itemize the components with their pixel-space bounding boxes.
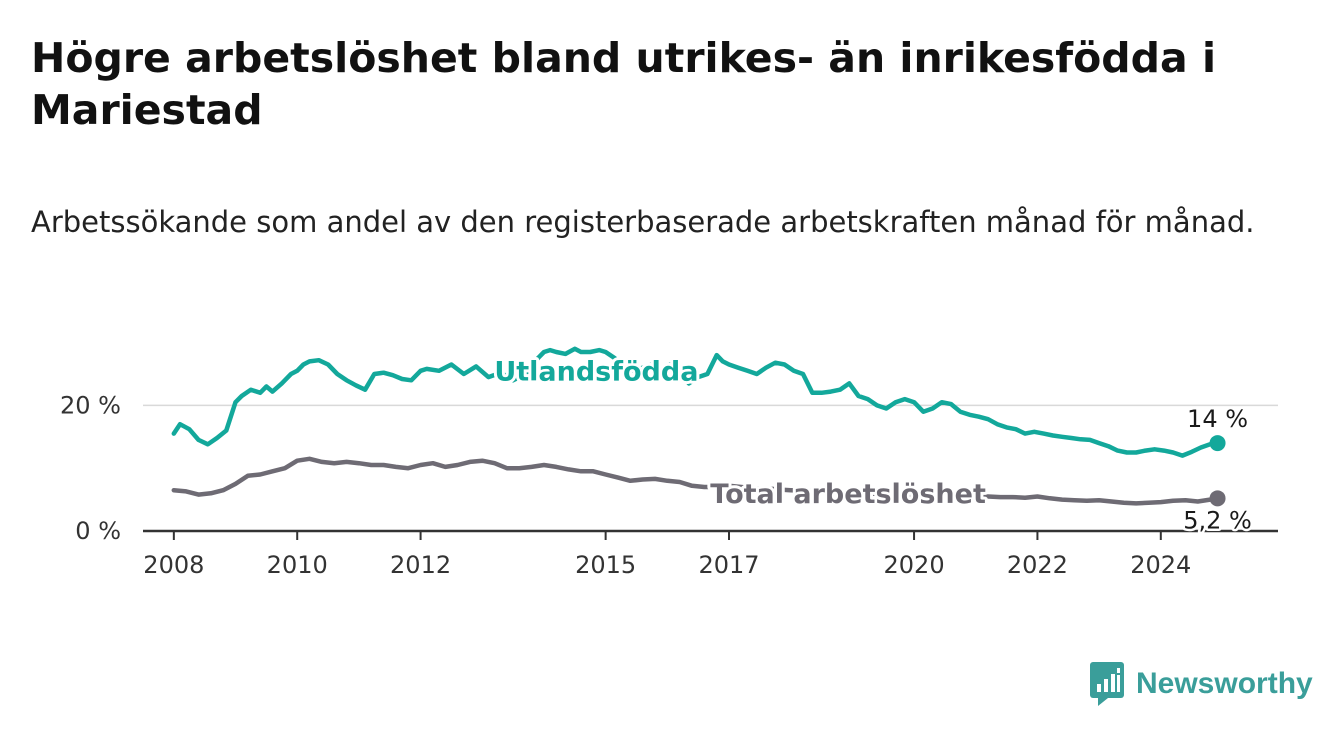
end-point-marker xyxy=(1209,435,1226,452)
series-label: Utlandsfödda xyxy=(494,356,698,387)
x-tick-label: 2012 xyxy=(390,551,451,579)
end-markers: 14 % 5,2 % xyxy=(1181,403,1255,537)
x-tick-label: 2020 xyxy=(884,551,945,579)
x-tick-label: 2024 xyxy=(1130,551,1191,579)
end-value-label: 14 % xyxy=(1187,405,1248,433)
series-line xyxy=(171,346,1220,458)
bar-chart-logo-icon xyxy=(1090,662,1124,706)
chart-title: Högre arbetslöshet bland utrikes- än inr… xyxy=(31,34,1216,134)
series-label: Total arbetslöshet xyxy=(710,479,986,510)
line-chart: 0 % 20 % 2008 2010 2012 2015 2017 2020 2022 2024… xyxy=(60,346,1278,579)
brand-name: Newsworthy xyxy=(1136,667,1313,700)
chart-subtitle: Arbetssökande som andel av den registerb… xyxy=(31,205,1255,239)
end-point-marker xyxy=(1209,490,1226,507)
series-line xyxy=(171,456,1220,506)
series-labels: Utlandsfödda Total arbetslöshet xyxy=(491,353,989,512)
x-tick-label: 2022 xyxy=(1007,551,1068,579)
x-tick-label: 2008 xyxy=(143,551,204,579)
y-tick-label: 20 % xyxy=(60,391,121,419)
x-tick-label: 2017 xyxy=(698,551,759,579)
y-axis-ticks: 0 % 20 % xyxy=(60,391,121,545)
series-lines xyxy=(171,346,1220,506)
x-axis-ticks: 2008 2010 2012 2015 2017 2020 2022 2024 xyxy=(143,531,1191,579)
y-tick-label: 0 % xyxy=(75,517,121,545)
end-value-label: 5,2 % xyxy=(1183,506,1252,534)
x-tick-label: 2015 xyxy=(575,551,636,579)
gridlines xyxy=(143,404,1278,533)
x-tick-label: 2010 xyxy=(267,551,328,579)
newsworthy-logo: Newsworthy xyxy=(1090,662,1313,706)
